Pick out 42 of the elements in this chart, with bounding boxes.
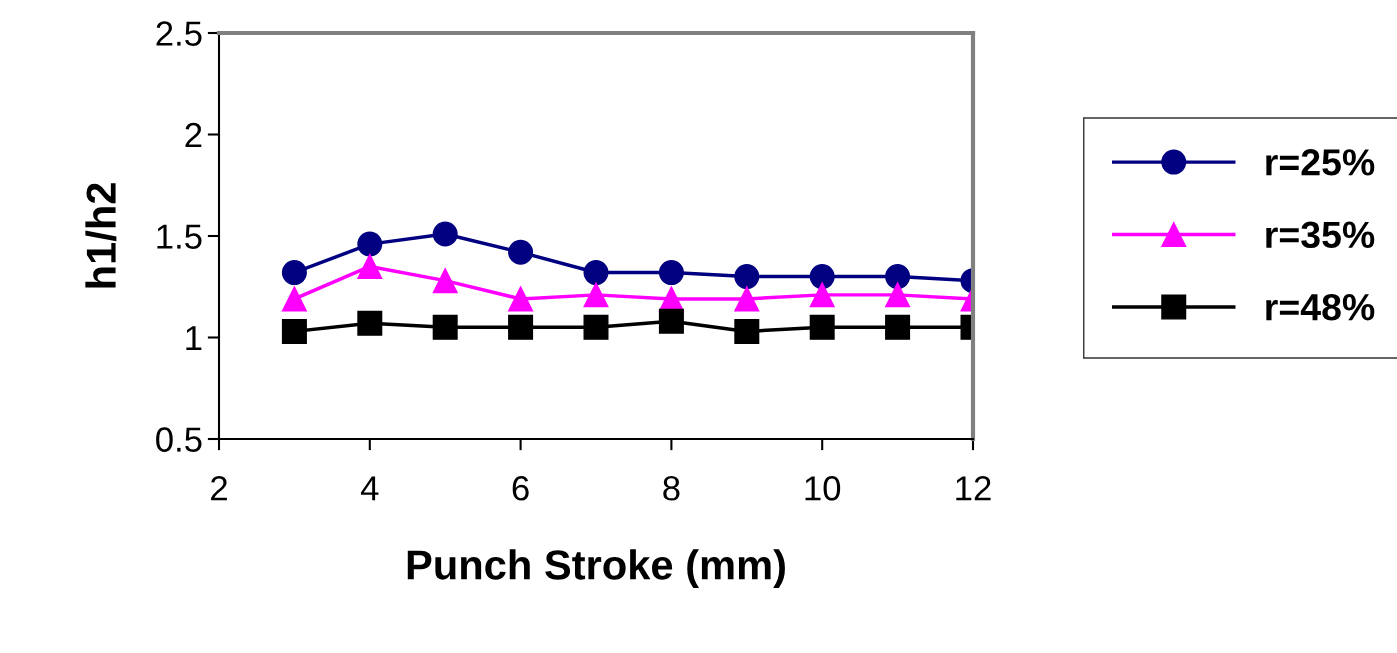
point bbox=[734, 286, 760, 312]
point bbox=[432, 221, 458, 247]
point bbox=[885, 314, 911, 340]
x-tick-label: 8 bbox=[663, 476, 680, 501]
point bbox=[658, 260, 684, 286]
y-tick-label: 1 bbox=[186, 326, 202, 351]
x-tick-label: 4 bbox=[360, 476, 379, 501]
y-tick-label: 2 bbox=[185, 122, 202, 148]
y-tick-label: 0.5 bbox=[156, 427, 202, 452]
point bbox=[357, 310, 383, 336]
point bbox=[809, 264, 835, 290]
point bbox=[583, 282, 609, 308]
x-axis-title: Punch Stroke (mm) bbox=[407, 549, 785, 588]
point bbox=[281, 286, 307, 312]
x-tick-label: 6 bbox=[512, 476, 529, 501]
point bbox=[508, 286, 534, 312]
legend-label: r=25% bbox=[1266, 149, 1375, 176]
legend-label: r=48% bbox=[1266, 293, 1375, 321]
point bbox=[583, 260, 609, 286]
point bbox=[734, 264, 760, 290]
point bbox=[885, 282, 911, 308]
point bbox=[885, 264, 911, 290]
point bbox=[658, 308, 684, 334]
point bbox=[357, 253, 383, 279]
point bbox=[432, 314, 458, 340]
point bbox=[281, 260, 307, 286]
point bbox=[508, 314, 534, 340]
point bbox=[508, 239, 534, 265]
point bbox=[583, 314, 609, 340]
y-axis-title: h1/h2 bbox=[85, 183, 117, 288]
point bbox=[734, 318, 760, 344]
x-tick-label: 2 bbox=[211, 476, 227, 501]
y-tick-label: 2.5 bbox=[156, 21, 202, 46]
point bbox=[357, 231, 383, 257]
point bbox=[809, 282, 835, 308]
legend-label: r=35% bbox=[1266, 221, 1375, 249]
x-tick-label: 12 bbox=[956, 476, 991, 501]
x-tick-label: 10 bbox=[805, 476, 841, 501]
point bbox=[809, 314, 835, 340]
y-tick-label: 1.5 bbox=[157, 224, 202, 249]
point bbox=[432, 268, 458, 294]
point bbox=[281, 318, 307, 344]
